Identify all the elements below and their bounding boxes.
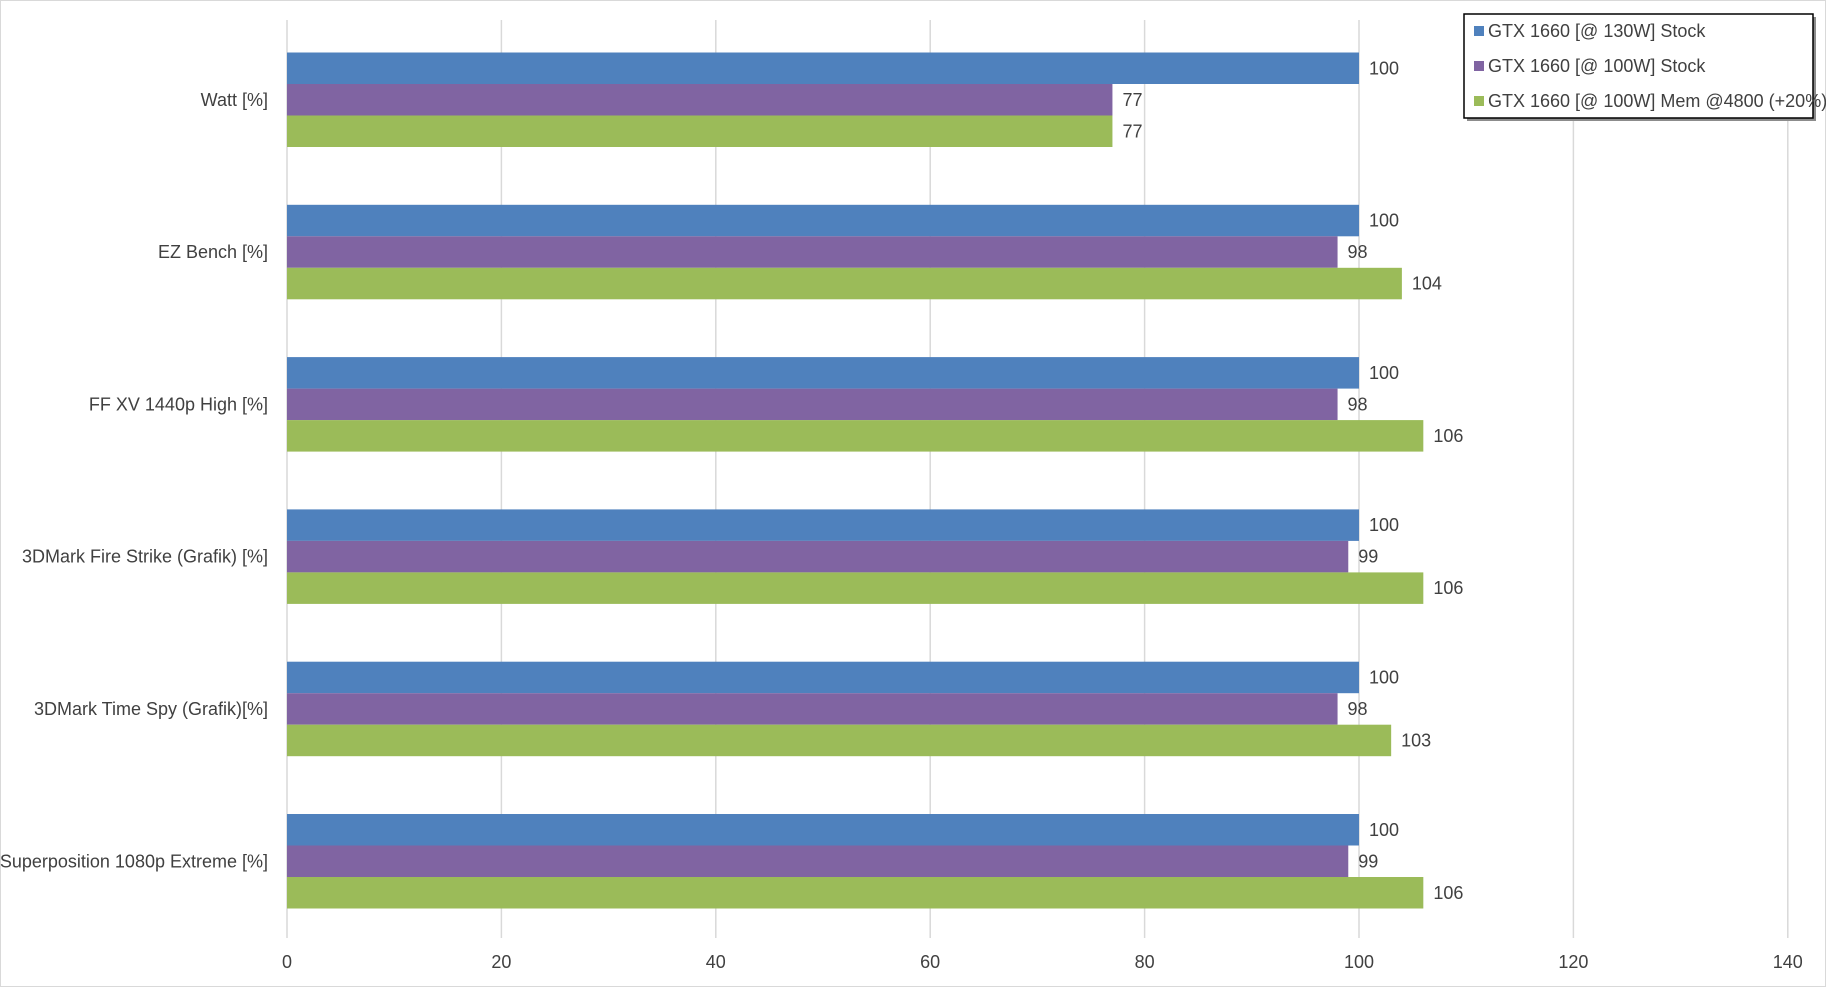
- category-label: 3DMark Fire Strike (Grafik) [%]: [22, 547, 268, 567]
- category-label: Superposition 1080p Extreme [%]: [0, 851, 268, 871]
- data-label: 98: [1348, 394, 1368, 414]
- data-label: 100: [1369, 515, 1399, 535]
- data-label: 100: [1369, 211, 1399, 231]
- bar: [287, 661, 1359, 694]
- legend-swatch: [1474, 61, 1484, 71]
- bars: [287, 52, 1424, 909]
- category-label: Watt [%]: [201, 90, 268, 110]
- legend: GTX 1660 [@ 130W] Stock GTX 1660 [@ 100W]…: [1463, 13, 1826, 121]
- category-label: EZ Bench [%]: [158, 242, 268, 262]
- bar: [287, 84, 1113, 116]
- category-labels: Watt [%] EZ Bench [%] FF XV 1440p High [%]…: [0, 90, 268, 872]
- data-label: 100: [1369, 58, 1399, 78]
- legend-entry-label: GTX 1660 [@ 130W] Stock: [1488, 21, 1706, 41]
- bar: [287, 388, 1338, 421]
- legend-swatch: [1474, 96, 1484, 106]
- data-label: 98: [1348, 699, 1368, 719]
- category-label: FF XV 1440p High [%]: [89, 394, 268, 414]
- data-label: 100: [1369, 363, 1399, 383]
- gridlines: [286, 20, 1789, 938]
- data-label: 99: [1358, 547, 1378, 567]
- bar: [287, 572, 1424, 604]
- data-label: 104: [1412, 274, 1442, 294]
- data-label: 106: [1433, 426, 1463, 446]
- bar: [287, 724, 1392, 757]
- bar: [287, 540, 1349, 573]
- data-label: 103: [1401, 730, 1431, 750]
- legend-entry-label: GTX 1660 [@ 100W] Stock: [1488, 56, 1706, 76]
- x-tick-label: 80: [1135, 952, 1155, 972]
- bar: [287, 52, 1359, 84]
- x-tick-label: 20: [491, 952, 511, 972]
- bar: [287, 420, 1424, 452]
- bar: [287, 693, 1338, 725]
- data-label: 100: [1369, 667, 1399, 687]
- x-tick-label: 120: [1558, 952, 1588, 972]
- data-label: 106: [1433, 578, 1463, 598]
- bar: [287, 877, 1424, 909]
- bar: [287, 357, 1359, 389]
- bar: [287, 115, 1113, 147]
- data-label: 106: [1433, 883, 1463, 903]
- bar: [287, 267, 1402, 300]
- x-tick-label: 40: [706, 952, 726, 972]
- data-label: 77: [1122, 90, 1142, 110]
- data-labels: 1007777100981041009810610099106100981031…: [1122, 58, 1463, 903]
- bar: [287, 509, 1359, 541]
- x-axis-tick-labels: 0 20 40 60 80 100 120 140: [282, 952, 1803, 972]
- category-label: 3DMark Time Spy (Grafik)[%]: [34, 699, 268, 719]
- x-tick-label: 100: [1344, 952, 1374, 972]
- legend-swatch: [1474, 26, 1484, 36]
- data-label: 77: [1122, 121, 1142, 141]
- bar: [287, 204, 1359, 237]
- bar: [287, 845, 1349, 877]
- data-label: 100: [1369, 820, 1399, 840]
- bar: [287, 236, 1338, 268]
- legend-entry-label: GTX 1660 [@ 100W] Mem @4800 (+20%): [1488, 91, 1826, 111]
- data-label: 98: [1348, 242, 1368, 262]
- bar: [287, 814, 1359, 846]
- data-label: 99: [1358, 851, 1378, 871]
- x-tick-label: 0: [282, 952, 292, 972]
- x-tick-label: 140: [1773, 952, 1803, 972]
- legend-box: [1463, 13, 1814, 119]
- x-tick-label: 60: [920, 952, 940, 972]
